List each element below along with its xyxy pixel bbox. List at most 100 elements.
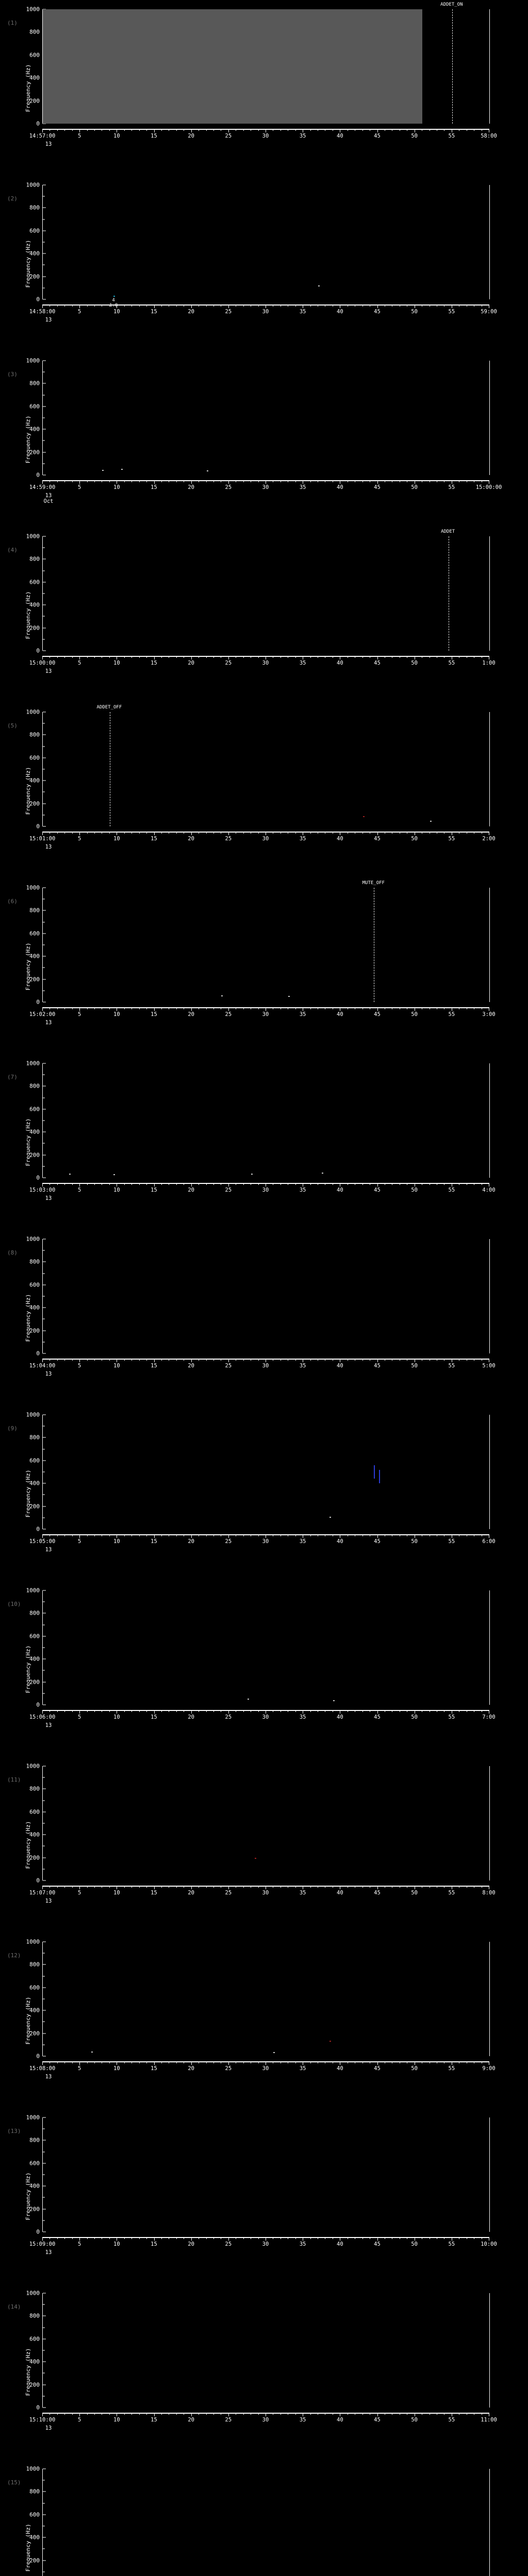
detection-mark[interactable]: [113, 1174, 116, 1176]
x-tick-label: 10: [113, 1187, 120, 1193]
detection-mark[interactable]: [273, 2052, 275, 2054]
x-tick-label: 45: [374, 1714, 381, 1720]
detection-mark[interactable]: [379, 1469, 381, 1483]
detection-mark[interactable]: [221, 995, 223, 996]
y-tick-mark: [43, 474, 46, 476]
x-tick-mark: [64, 480, 65, 482]
detection-value-secondary: 1.8: [109, 303, 118, 309]
x-tick-label: 30: [262, 309, 269, 315]
x-tick-mark: [295, 1007, 296, 1009]
detection-mark[interactable]: [69, 1174, 71, 1175]
detection-mark[interactable]: [318, 285, 320, 287]
x-tick-mark: [154, 2237, 155, 2241]
x-tick-mark: [124, 832, 125, 834]
detection-mark[interactable]: [91, 2052, 93, 2053]
detection-mark[interactable]: [255, 1857, 257, 1859]
x-tick-mark: [280, 1359, 281, 1361]
detection-mark[interactable]: [333, 1700, 335, 1702]
x-tick-mark: [213, 129, 214, 131]
detection-mark[interactable]: [247, 1698, 249, 1700]
x-tick-mark: [139, 480, 140, 482]
y-tick-label: 1000: [26, 2465, 40, 2472]
x-tick-mark: [377, 2237, 378, 2241]
y-tick-mark-minor: [43, 1097, 45, 1098]
y-tick-mark: [43, 757, 46, 758]
y-tick-mark: [43, 1529, 46, 1530]
detection-mark[interactable]: [374, 1465, 375, 1479]
y-tick-label: 200: [29, 1151, 40, 1159]
y-tick-mark-minor: [43, 2526, 45, 2527]
x-tick-label: 15: [151, 2241, 157, 2247]
x-tick-mark: [228, 1534, 229, 1538]
y-tick-mark-minor: [43, 899, 45, 900]
spectrogram-panel: (10) Frequency (Hz) 0 200 400 600 800 1000 15:06…: [0, 1581, 528, 1757]
detection-mark[interactable]: [329, 2041, 331, 2042]
y-tick-mark: [43, 299, 46, 300]
x-tick-label: 35: [299, 2065, 306, 2072]
x-tick-mark: [228, 2237, 229, 2241]
y-axis-label: Frequency (Hz): [24, 1469, 31, 1517]
x-tick-label: 5: [77, 1363, 81, 1369]
masked-interval: [43, 9, 423, 124]
x-tick-mark: [72, 1534, 73, 1536]
detection-mark[interactable]: [251, 1174, 253, 1175]
x-tick-label: 15:06:00: [29, 1714, 56, 1720]
x-tick-mark: [109, 2413, 110, 2415]
x-tick-label: 10: [113, 1890, 120, 1896]
x-tick-mark: [109, 1007, 110, 1009]
y-tick-mark-minor: [43, 1670, 45, 1671]
x-tick-mark: [377, 2413, 378, 2416]
x-tick-label: 6:00: [482, 1538, 496, 1545]
detection-mark[interactable]: [102, 470, 104, 471]
x-tick-mark: [94, 1007, 95, 1009]
detection-mark[interactable]: [113, 296, 116, 297]
y-axis-label: Frequency (Hz): [24, 2523, 31, 2571]
x-tick-mark: [191, 1886, 192, 1889]
x-tick-label: 20: [188, 2417, 194, 2423]
y-tick-label: 800: [29, 1609, 40, 1617]
x-tick-mark: [191, 480, 192, 484]
y-tick-label: 800: [29, 2312, 40, 2319]
plot-area[interactable]: 0 200 400 600 800 1000 4 1.8: [26, 182, 490, 308]
x-tick-mark: [206, 129, 207, 131]
x-tick-label: 30: [262, 484, 269, 490]
detection-mark[interactable]: [362, 816, 365, 818]
x-tick-mark: [124, 1007, 125, 1009]
x-tick-mark: [243, 304, 244, 307]
x-tick-mark: [362, 304, 363, 307]
x-tick-mark: [64, 656, 65, 658]
y-tick-label: 1000: [26, 1762, 40, 1770]
detection-mark[interactable]: [329, 1516, 331, 1518]
x-tick-label: 10: [113, 836, 120, 842]
x-tick-mark: [124, 304, 125, 307]
detection-mark[interactable]: [322, 1173, 324, 1174]
detection-mark[interactable]: [430, 820, 432, 822]
x-tick-mark: [124, 1886, 125, 1888]
x-tick-label: 15:00:00: [29, 660, 56, 666]
x-tick-mark: [243, 2413, 244, 2415]
y-tick-label: 600: [29, 52, 40, 59]
detection-mark[interactable]: [121, 468, 123, 470]
x-tick-mark: [280, 1183, 281, 1185]
x-tick-mark: [161, 1710, 162, 1712]
detection-mark[interactable]: [206, 470, 208, 472]
x-tick-label: 20: [188, 309, 194, 315]
y-tick-label: 400: [29, 1655, 40, 1663]
detection-mark[interactable]: [288, 995, 290, 997]
x-tick-mark: [213, 2237, 214, 2239]
y-tick-mark: [43, 1063, 46, 1064]
